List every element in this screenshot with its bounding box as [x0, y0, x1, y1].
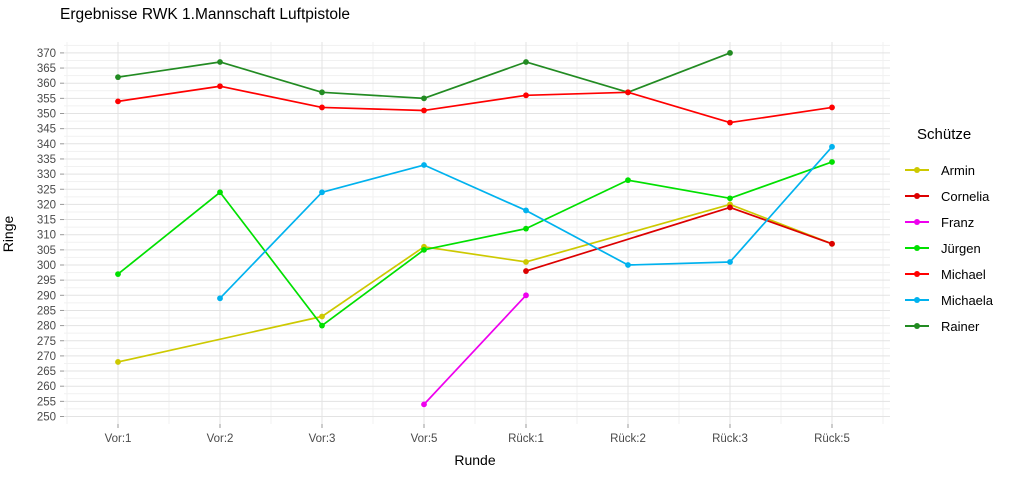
legend-swatch: [905, 268, 929, 280]
x-tick-label: Vor:1: [105, 433, 132, 445]
y-tick-label: 260: [37, 381, 56, 393]
legend-label: Jürgen: [941, 240, 981, 256]
y-tick-label: 365: [37, 63, 56, 75]
legend-label: Michaela: [941, 292, 994, 308]
y-tick-label: 295: [37, 275, 56, 287]
y-tick-label: 345: [37, 124, 56, 136]
x-axis-title: Runde: [454, 452, 496, 468]
y-tick-label: 360: [37, 78, 56, 90]
series-Cornelia: [523, 204, 835, 274]
y-tick-label: 280: [37, 321, 56, 333]
series-Franz: [421, 292, 529, 408]
legend-label: Cornelia: [941, 188, 990, 204]
legend-swatch: [905, 164, 929, 176]
legend-swatch: [905, 190, 929, 202]
legend-label: Armin: [941, 162, 975, 178]
y-tick-label: 350: [37, 109, 56, 121]
y-tick-label: 265: [37, 366, 56, 378]
legend: Schütze Armin Cornelia Franz Jürgen Michael M…: [905, 126, 1023, 339]
y-tick-label: 250: [37, 412, 56, 424]
y-tick-label: 300: [37, 260, 56, 272]
x-tick-label: Rück:5: [814, 433, 850, 445]
y-tick-label: 355: [37, 93, 56, 105]
y-tick-label: 305: [37, 245, 56, 257]
legend-label: Rainer: [941, 318, 980, 334]
y-axis-title: Ringe: [0, 215, 16, 253]
legend-swatch: [905, 242, 929, 254]
y-tick-label: 330: [37, 169, 56, 181]
legend-item-Franz: Franz: [905, 209, 1023, 235]
x-tick-label: Vor:5: [411, 433, 438, 445]
legend-item-Michael: Michael: [905, 261, 1023, 287]
x-tick-label: Rück:1: [508, 433, 544, 445]
y-tick-label: 255: [37, 396, 56, 408]
y-tick-label: 370: [37, 48, 56, 60]
y-tick-label: 290: [37, 290, 56, 302]
legend-item-Rainer: Rainer: [905, 313, 1023, 339]
y-tick-label: 285: [37, 305, 56, 317]
axis-ticks: [60, 52, 833, 428]
x-tick-label: Rück:2: [610, 433, 646, 445]
gridlines-minor: [64, 42, 890, 424]
series-Jürgen: [115, 159, 835, 329]
legend-item-Michaela: Michaela: [905, 287, 1023, 313]
y-tick-label: 320: [37, 199, 56, 211]
y-tick-label: 335: [37, 154, 56, 166]
gridlines-major: [64, 42, 890, 424]
legend-item-Cornelia: Cornelia: [905, 183, 1023, 209]
x-tick-label: Vor:3: [309, 433, 336, 445]
legend-swatch: [905, 216, 929, 228]
legend-swatch: [905, 320, 929, 332]
legend-swatch: [905, 294, 929, 306]
legend-title: Schütze: [917, 126, 972, 143]
y-tick-labels: 250 255 260 265 270 275 280 285 290 295 300 305 310 3…: [37, 48, 56, 424]
legend-label: Michael: [941, 266, 986, 282]
x-tick-label: Rück:3: [712, 433, 748, 445]
y-tick-label: 270: [37, 351, 56, 363]
x-tick-labels: Vor:1 Vor:2 Vor:3 Vor:5 Rück:1 Rück:2 Rück:3 Rü…: [105, 433, 850, 445]
y-tick-label: 310: [37, 230, 56, 242]
legend-label: Franz: [941, 214, 975, 230]
legend-item-Jürgen: Jürgen: [905, 235, 1023, 261]
chart-title: Ergebnisse RWK 1.Mannschaft Luftpistole: [60, 6, 351, 23]
series-Michaela: [217, 143, 835, 302]
x-tick-label: Vor:2: [207, 433, 234, 445]
y-tick-label: 275: [37, 336, 56, 348]
legend-item-Armin: Armin: [905, 157, 1023, 183]
series-Michael: [115, 83, 835, 126]
y-tick-label: 340: [37, 139, 56, 151]
legend-items: Armin Cornelia Franz Jürgen Michael Michaela R…: [905, 157, 1023, 339]
y-tick-label: 315: [37, 215, 56, 227]
y-tick-label: 325: [37, 184, 56, 196]
